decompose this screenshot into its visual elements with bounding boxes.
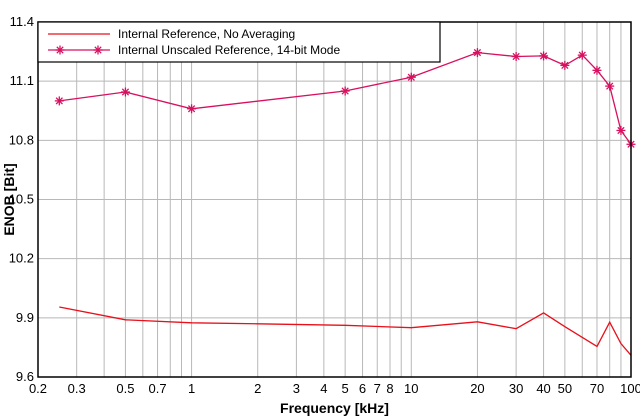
series-layer (54, 48, 636, 356)
x-tick-label: 30 (509, 381, 523, 396)
series-2-point (511, 52, 521, 62)
series-2-point (539, 51, 549, 61)
series-2-point (187, 104, 197, 114)
x-tick-label: 8 (386, 381, 393, 396)
series-2-point (340, 86, 350, 96)
series-line-1 (59, 306, 632, 356)
x-tick-label: 20 (470, 381, 484, 396)
legend: Internal Reference, No Averaging Internal… (37, 21, 441, 63)
x-axis-title: Frequency [kHz] (280, 400, 389, 416)
y-tick-label: 11.4 (10, 14, 34, 29)
y-axis-title: ENOB [Bit] (1, 163, 17, 235)
x-tick-label: 5 (342, 381, 349, 396)
x-tick-label: 50 (558, 381, 572, 396)
x-tick-label: 100 (620, 381, 640, 396)
y-tick-label: 10.5 (9, 192, 34, 207)
legend-label: Internal Unscaled Reference, 14-bit Mode (118, 43, 340, 57)
x-tick-label: 3 (293, 381, 300, 396)
grid (38, 22, 631, 377)
x-tick-label: 0.3 (68, 381, 86, 396)
legend-marker (55, 45, 65, 55)
series-2-point (560, 60, 570, 70)
x-tick-label: 10 (404, 381, 418, 396)
x-tick-label: 70 (590, 381, 604, 396)
x-tick-label: 6 (359, 381, 366, 396)
y-tick-label: 9.9 (16, 310, 34, 325)
legend-label: Internal Reference, No Averaging (118, 27, 295, 41)
tick-labels: 0.2 0.3 0.5 0.7 1 2 3 4 5 6 7 8 10 20 30 40 50 70 100 9.6 9.… (9, 14, 640, 396)
legend-box (37, 21, 441, 63)
x-tick-label: 0.7 (149, 381, 167, 396)
y-tick-label: 11.1 (10, 73, 34, 88)
y-tick-label: 10.2 (9, 251, 34, 266)
x-tick-label: 0.2 (29, 381, 47, 396)
series-2-point (592, 65, 602, 75)
series-2-point (472, 48, 482, 58)
x-tick-label: 1 (188, 381, 195, 396)
series-2-point (616, 125, 626, 135)
series-2-point (406, 72, 416, 82)
x-tick-label: 7 (374, 381, 381, 396)
series-2-point (120, 87, 130, 97)
series-2-point (577, 50, 587, 60)
y-tick-label: 9.6 (16, 369, 34, 384)
series-2-point (605, 81, 615, 91)
y-tick-label: 10.8 (9, 132, 34, 147)
x-tick-label: 4 (320, 381, 327, 396)
x-tick-label: 2 (254, 381, 261, 396)
series-2-point (54, 96, 64, 106)
x-tick-label: 0.5 (116, 381, 134, 396)
legend-marker (93, 45, 103, 55)
x-tick-label: 40 (536, 381, 550, 396)
